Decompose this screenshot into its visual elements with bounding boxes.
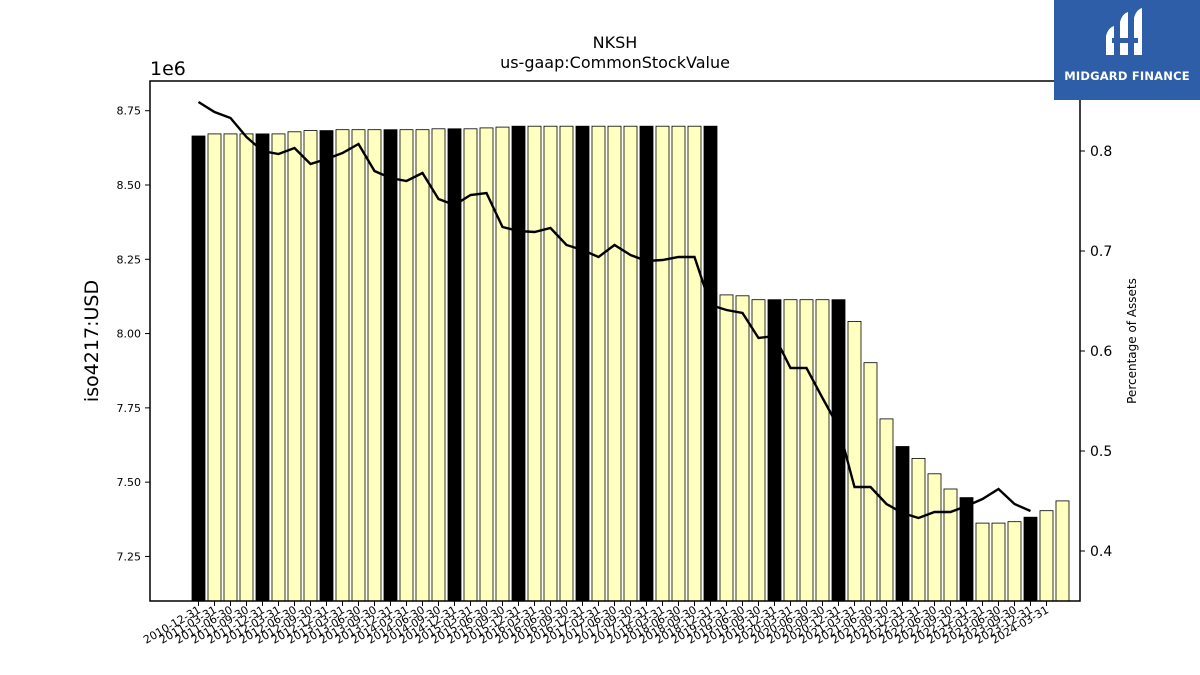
- brand-name: MIDGARD FINANCE: [1064, 69, 1190, 83]
- y2-axis-label: Percentage of Assets: [1125, 278, 1139, 404]
- bar: [927, 473, 942, 602]
- y-axis-ticks: 7.25 7.50 7.75 8.00 8.25 8.50 8.75: [117, 105, 150, 563]
- y-tick-label: 7.50: [117, 476, 142, 489]
- bar: [911, 457, 926, 602]
- bar: [511, 125, 526, 602]
- y2-tick-label: 0.4: [1090, 544, 1112, 560]
- bar: [319, 130, 334, 602]
- bar: [335, 129, 350, 602]
- bar: [223, 133, 238, 602]
- bar: [415, 129, 430, 602]
- y-tick-label: 7.25: [117, 550, 142, 563]
- x-axis-ticks: 2010-12-312011-03-312011-06-302011-09-30…: [141, 601, 1051, 647]
- y-tick-label: 8.50: [117, 179, 142, 192]
- y-tick-label: 8.00: [117, 328, 142, 341]
- y-axis-label: iso4217:USD: [81, 280, 103, 402]
- y-multiplier-label: 1e6: [150, 58, 186, 80]
- bar: [879, 418, 894, 602]
- bar: [463, 128, 478, 602]
- bar: [815, 299, 830, 602]
- bar: [975, 522, 990, 602]
- bar: [863, 362, 878, 602]
- bar: [479, 127, 494, 602]
- bar: [799, 299, 814, 602]
- bar: [447, 128, 462, 602]
- bar: [639, 125, 654, 602]
- bar: [207, 133, 222, 602]
- bar: [623, 125, 638, 602]
- bar: [303, 130, 318, 602]
- y2-tick-label: 0.6: [1090, 344, 1112, 360]
- brand-logo: MIDGARD FINANCE: [1054, 0, 1200, 100]
- bar: [607, 125, 622, 602]
- bar: [687, 125, 702, 602]
- y-tick-label: 8.75: [117, 105, 142, 118]
- bar: [735, 295, 750, 602]
- midgard-logo-icon: [1106, 8, 1142, 55]
- bar: [591, 125, 606, 602]
- bar: [559, 125, 574, 602]
- bar: [751, 299, 766, 602]
- bar: [399, 129, 414, 602]
- bar: [847, 320, 862, 602]
- bar: [495, 126, 510, 602]
- bar: [271, 133, 286, 602]
- bar: [1039, 510, 1054, 602]
- bar: [959, 497, 974, 602]
- bar: [671, 125, 686, 602]
- y2-tick-label: 0.7: [1090, 244, 1112, 260]
- bar: [719, 294, 734, 602]
- bar: [239, 133, 254, 602]
- bar: [783, 299, 798, 602]
- bar: [527, 125, 542, 602]
- bar: [367, 129, 382, 602]
- bar: [191, 135, 206, 602]
- bar: [991, 522, 1006, 602]
- chart-title: NKSH: [593, 33, 638, 52]
- bar: [255, 133, 270, 602]
- bar: [895, 446, 910, 602]
- y2-tick-label: 0.5: [1090, 444, 1112, 460]
- y-tick-label: 8.25: [117, 253, 142, 266]
- percentage-line: [197, 100, 1031, 520]
- line-series: [197, 100, 1031, 520]
- bar: [1055, 500, 1070, 602]
- bar: [1007, 521, 1022, 602]
- bar: [383, 129, 398, 602]
- plot-frame: [149, 80, 1081, 602]
- bar: [351, 129, 366, 602]
- bar: [703, 125, 718, 602]
- bar: [943, 488, 958, 602]
- y2-tick-label: 0.8: [1090, 144, 1112, 160]
- chart-subtitle: us-gaap:CommonStockValue: [500, 53, 730, 72]
- y2-axis-ticks: 0.4 0.5 0.6 0.7 0.8: [1080, 144, 1112, 560]
- bar: [655, 125, 670, 602]
- y-tick-label: 7.75: [117, 402, 142, 415]
- bar: [287, 131, 302, 602]
- bar: [831, 299, 846, 602]
- bar: [1023, 516, 1038, 602]
- bar: [543, 125, 558, 602]
- bar: [575, 125, 590, 602]
- bar-series: [191, 125, 1070, 602]
